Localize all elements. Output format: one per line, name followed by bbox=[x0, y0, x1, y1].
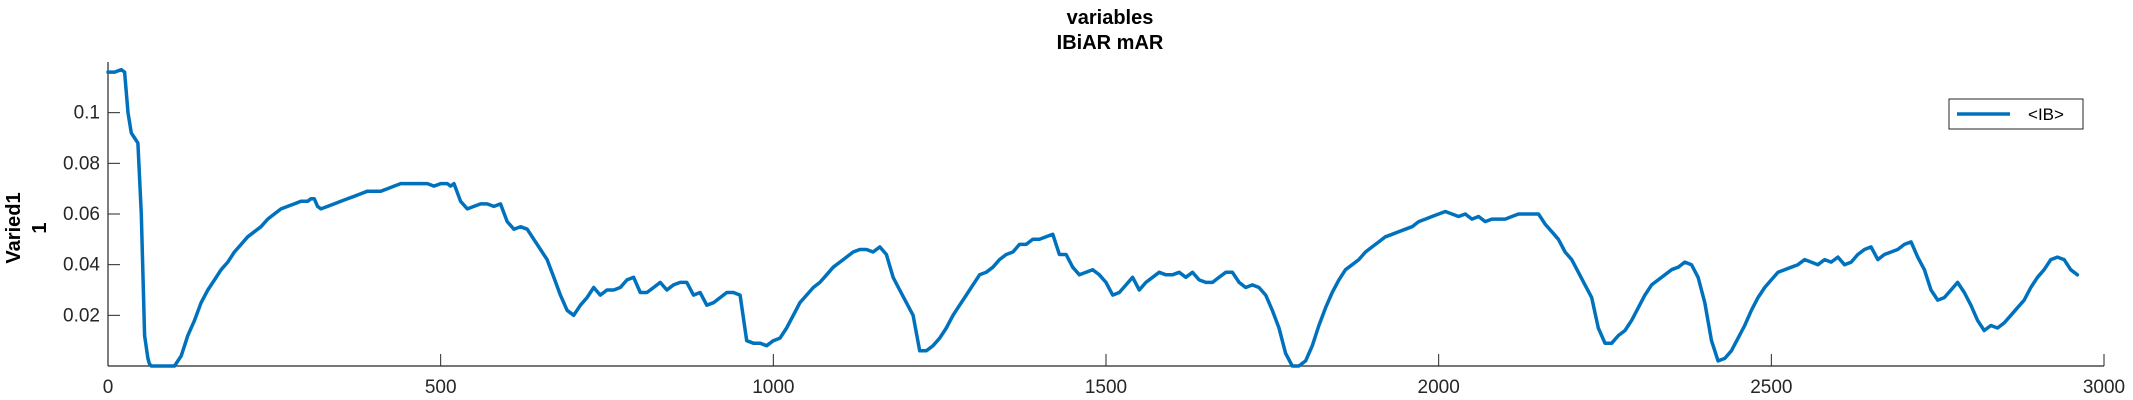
y-tick-label: 0.08 bbox=[63, 153, 100, 174]
chart-title-line-1: variables bbox=[1067, 7, 1154, 29]
y-tick-label: 0.1 bbox=[74, 103, 100, 124]
x-tick-label: 1500 bbox=[1085, 377, 1127, 398]
y-tick-label: 0.06 bbox=[63, 204, 100, 225]
chart-title: variables IBiAR mAR bbox=[1057, 7, 1164, 54]
y-tick-label: 0.02 bbox=[63, 305, 100, 326]
axes bbox=[107, 62, 2104, 367]
y-tick-label: 0.04 bbox=[63, 255, 100, 276]
chart-title-line-2: IBiAR mAR bbox=[1057, 32, 1164, 54]
y-axis-label: Varied1 1 bbox=[3, 192, 51, 263]
y-axis-label-line-1: Varied1 bbox=[3, 192, 25, 263]
x-tick-label: 0 bbox=[103, 377, 114, 398]
y-axis-label-line-2: 1 bbox=[29, 222, 51, 233]
x-ticks: 0 500 1000 1500 2000 2500 3000 bbox=[103, 354, 2125, 398]
x-tick-label: 3000 bbox=[2083, 377, 2125, 398]
legend-label: <IB> bbox=[2028, 105, 2064, 124]
x-tick-label: 2000 bbox=[1418, 377, 1460, 398]
y-ticks: 0.02 0.04 0.06 0.08 0.1 bbox=[63, 103, 120, 326]
x-tick-label: 500 bbox=[425, 377, 457, 398]
legend[interactable]: <IB> bbox=[1948, 98, 2084, 130]
x-tick-label: 1000 bbox=[752, 377, 794, 398]
data-series bbox=[106, 67, 2080, 368]
series-line-ib bbox=[106, 67, 2080, 368]
x-tick-label: 2500 bbox=[1750, 377, 1792, 398]
